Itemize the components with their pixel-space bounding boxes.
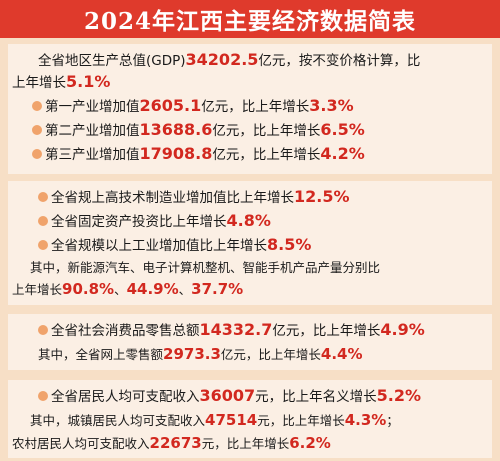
item-growth: 5.2% bbox=[376, 386, 422, 405]
bullet-dot-icon bbox=[38, 240, 48, 250]
rural-value: 22673 bbox=[149, 434, 202, 452]
page-title: 2024年江西主要经济数据简表 bbox=[0, 0, 500, 38]
hightech-line: 全省规上高技术制造业增加值比上年增长12.5% bbox=[38, 187, 486, 208]
online-value: 2973.3 bbox=[163, 345, 221, 363]
item-value: 17908.8 bbox=[139, 144, 213, 163]
note-text: 上年增长 bbox=[12, 282, 63, 297]
item-growth: 4.8% bbox=[226, 211, 271, 230]
retail-panel: 全省社会消费品零售总额14332.7亿元，比上年增长4.9% 其中，全省网上零售… bbox=[8, 314, 492, 370]
gdp-line-cont: 上年增长5.1% bbox=[12, 72, 486, 93]
gdp-value: 34202.5 bbox=[185, 50, 259, 69]
industrial-line: 全省规模以上工业增加值比上年增长8.5% bbox=[38, 235, 486, 256]
item-label: 全省社会消费品零售总额 bbox=[51, 323, 200, 339]
bullet-dot-icon bbox=[32, 125, 42, 135]
gdp-mid-text: 亿元，按不变价格计算，比 bbox=[258, 53, 421, 69]
item-growth: 12.5% bbox=[294, 187, 350, 206]
computer-growth: 44.9% bbox=[126, 280, 179, 298]
note-text: 其中，城镇居民人均可支配收入 bbox=[30, 413, 206, 428]
ev-growth: 90.8% bbox=[62, 280, 115, 298]
online-growth: 4.4% bbox=[320, 345, 363, 363]
separator: ； bbox=[386, 413, 399, 428]
item-value: 13688.6 bbox=[139, 120, 213, 139]
product-note-line: 其中，新能源汽车、电子计算机整机、智能手机产品产量分别比 bbox=[30, 258, 486, 278]
note-text: 元，比上年增长 bbox=[257, 413, 345, 428]
item-growth: 3.3% bbox=[309, 96, 354, 115]
separator: 、 bbox=[114, 282, 127, 297]
income-panel: 全省居民人均可支配收入36007元，比上年名义增长5.2% 其中，城镇居民人均可… bbox=[8, 380, 492, 458]
rural-income-line: 农村居民人均可支配收入22673元，比上年增长6.2% bbox=[12, 433, 486, 454]
urban-income-line: 其中，城镇居民人均可支配收入47514元，比上年增长4.3%； bbox=[30, 410, 486, 431]
note-text: 亿元，比上年增长 bbox=[220, 347, 321, 362]
item-label: 全省固定资产投资比上年增长 bbox=[51, 214, 227, 230]
item-label: 第三产业增加值 bbox=[45, 147, 140, 163]
smartphone-growth: 37.7% bbox=[191, 280, 244, 298]
bullet-dot-icon bbox=[32, 149, 42, 159]
note-text: 其中，新能源汽车、电子计算机整机、智能手机产品产量分别比 bbox=[30, 260, 381, 275]
item-mid-text: 亿元，比上年增长 bbox=[201, 99, 310, 115]
separator: 、 bbox=[178, 282, 192, 297]
tertiary-industry-line: 第三产业增加值17908.8亿元，比上年增长4.2% bbox=[32, 144, 486, 165]
item-value: 2605.1 bbox=[139, 96, 202, 115]
urban-value: 47514 bbox=[205, 411, 258, 429]
item-mid-text: 亿元，比上年增长 bbox=[272, 323, 381, 339]
item-label: 第二产业增加值 bbox=[45, 123, 140, 139]
item-label: 全省规上高技术制造业增加值比上年增长 bbox=[51, 190, 294, 206]
item-label: 全省规模以上工业增加值比上年增长 bbox=[51, 238, 267, 254]
rural-growth: 6.2% bbox=[289, 434, 331, 452]
note-text: 其中，全省网上零售额 bbox=[38, 347, 164, 362]
item-growth: 6.5% bbox=[320, 120, 365, 139]
item-value: 14332.7 bbox=[199, 320, 273, 339]
bullet-dot-icon bbox=[38, 216, 48, 226]
bullet-dot-icon bbox=[32, 101, 42, 111]
bullet-dot-icon bbox=[38, 391, 48, 401]
gdp-cont-text: 上年增长 bbox=[12, 75, 66, 91]
item-growth: 4.9% bbox=[380, 320, 425, 339]
product-values-line: 上年增长90.8%、44.9%、37.7% bbox=[12, 279, 486, 300]
note-text: 农村居民人均可支配收入 bbox=[12, 436, 150, 451]
urban-growth: 4.3% bbox=[344, 411, 387, 429]
item-growth: 4.2% bbox=[320, 144, 365, 163]
note-text: 元，比上年增长 bbox=[201, 436, 290, 451]
online-retail-line: 其中，全省网上零售额2973.3亿元，比上年增长4.4% bbox=[38, 344, 486, 365]
gdp-line: 全省地区生产总值(GDP)34202.5亿元，按不变价格计算，比 bbox=[38, 50, 486, 71]
item-value: 36007 bbox=[199, 386, 256, 405]
gdp-growth: 5.1% bbox=[66, 72, 111, 91]
item-label: 全省居民人均可支配收入 bbox=[51, 389, 200, 405]
gdp-panel: 全省地区生产总值(GDP)34202.5亿元，按不变价格计算，比 上年增长5.1… bbox=[8, 44, 492, 174]
item-label: 第一产业增加值 bbox=[45, 99, 140, 115]
bullet-dot-icon bbox=[38, 192, 48, 202]
primary-industry-line: 第一产业增加值2605.1亿元，比上年增长3.3% bbox=[32, 96, 486, 117]
bullet-dot-icon bbox=[38, 325, 48, 335]
secondary-industry-line: 第二产业增加值13688.6亿元，比上年增长6.5% bbox=[32, 120, 486, 141]
fixed-investment-line: 全省固定资产投资比上年增长4.8% bbox=[38, 211, 486, 232]
item-mid-text: 亿元，比上年增长 bbox=[212, 123, 321, 139]
industry-panel: 全省规上高技术制造业增加值比上年增长12.5% 全省固定资产投资比上年增长4.8… bbox=[8, 181, 492, 305]
income-line: 全省居民人均可支配收入36007元，比上年名义增长5.2% bbox=[38, 386, 486, 407]
item-growth: 8.5% bbox=[267, 235, 312, 254]
item-mid-text: 元，比上年名义增长 bbox=[255, 389, 377, 405]
retail-line: 全省社会消费品零售总额14332.7亿元，比上年增长4.9% bbox=[38, 320, 486, 341]
gdp-label: 全省地区生产总值(GDP) bbox=[38, 53, 186, 69]
item-mid-text: 亿元，比上年增长 bbox=[212, 147, 321, 163]
